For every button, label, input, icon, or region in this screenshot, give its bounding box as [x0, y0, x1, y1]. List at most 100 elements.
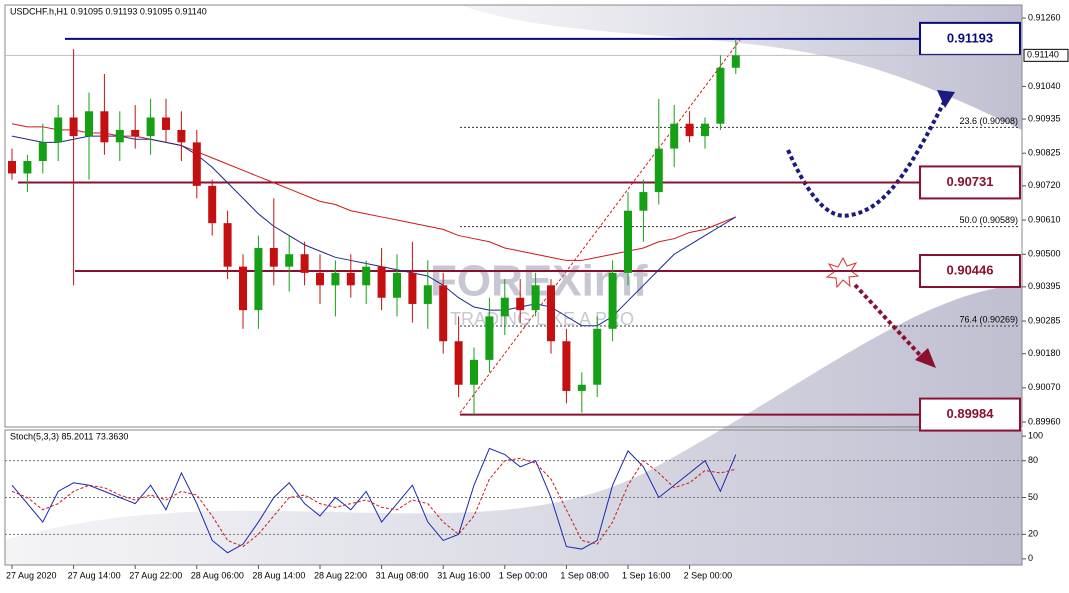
candle-body [85, 111, 93, 137]
arrow [853, 283, 922, 357]
series-line [11, 447, 737, 554]
candle-body [177, 129, 186, 143]
candle-body [685, 123, 694, 137]
candle-body [701, 123, 709, 137]
y-tick-label: 0.90825 [1028, 148, 1061, 158]
candle-body [223, 223, 232, 267]
candle-body [516, 297, 525, 311]
y-tick-label: 0.90500 [1028, 249, 1061, 259]
candle-body [162, 117, 170, 130]
x-tick-label: 1 Sep 00:00 [499, 570, 548, 580]
fib-label: 50.0 (0.90589) [959, 215, 1018, 225]
level-box [919, 165, 1021, 200]
arrow [786, 99, 947, 218]
current-price-label: 0.91140 [1027, 50, 1059, 60]
candle-body [100, 111, 109, 143]
candle-body [254, 248, 263, 311]
candle-body [239, 266, 247, 311]
fib-label: 76.4 (0.90269) [959, 314, 1018, 324]
candle-body [346, 272, 355, 286]
candle-body [269, 248, 278, 267]
plot-frame [4, 4, 1023, 428]
level-box [919, 21, 1021, 56]
candle-body [577, 384, 586, 391]
level-box [919, 397, 1021, 432]
level-box [919, 254, 1021, 289]
y-tick-label: 0.90720 [1028, 180, 1061, 190]
candle-body [285, 254, 294, 267]
y-tick-label: 0.90180 [1028, 348, 1061, 358]
candle-body [670, 123, 679, 149]
candle-body [624, 210, 632, 273]
x-tick-label: 1 Sep 08:00 [560, 570, 609, 580]
candle-body [654, 148, 663, 193]
y-tick-label: 0 [1028, 553, 1033, 563]
level-label: 0.90446 [947, 262, 994, 277]
candle-body [146, 117, 155, 137]
current-price-box [1023, 48, 1069, 62]
candle-body [300, 254, 309, 273]
candle-body [531, 285, 540, 311]
arrowhead [937, 90, 955, 108]
y-tick-label: 0.90285 [1028, 315, 1061, 325]
x-tick-label: 28 Aug 22:00 [314, 570, 367, 580]
series-line [11, 123, 736, 261]
candle-body [500, 297, 509, 317]
candle-body [593, 328, 602, 385]
burst-icon [825, 256, 860, 289]
candle-body [377, 266, 386, 298]
candle-body [393, 272, 401, 298]
candle-body [423, 285, 432, 304]
y-tick-label: 0.91260 [1028, 12, 1061, 22]
x-tick-label: 31 Aug 08:00 [376, 570, 429, 580]
candle-body [316, 272, 324, 286]
candle-body [331, 272, 340, 286]
candle-body [208, 185, 217, 224]
candle-body [731, 55, 740, 68]
swoosh [5, 285, 1022, 565]
y-tick-label: 0.90070 [1028, 382, 1061, 392]
candle-body [716, 67, 725, 124]
candle-body [131, 129, 140, 137]
candle-body [547, 285, 555, 342]
y-tick-label: 0.91040 [1028, 81, 1061, 91]
arrowhead [915, 348, 936, 368]
x-tick-label: 31 Aug 16:00 [437, 570, 490, 580]
series-line [11, 457, 736, 548]
candle-body [38, 142, 47, 161]
candle-body [8, 160, 16, 174]
x-tick-label: 27 Aug 14:00 [68, 570, 121, 580]
x-tick-label: 28 Aug 06:00 [191, 570, 244, 580]
y-tick-label: 80 [1028, 455, 1038, 465]
candle-body [470, 359, 478, 385]
indicator-title: Stoch(5,3,3) 85.2011 73.3630 [10, 431, 128, 441]
x-tick-label: 28 Aug 14:00 [252, 570, 305, 580]
candle-body [454, 341, 463, 385]
candle-body [115, 129, 124, 143]
candle-body [69, 117, 78, 137]
candle-body [439, 285, 448, 342]
level-label: 0.91193 [947, 30, 993, 45]
x-tick-label: 2 Sep 00:00 [684, 570, 733, 580]
x-tick-label: 1 Sep 16:00 [622, 570, 671, 580]
y-tick-label: 0.89960 [1028, 416, 1061, 426]
level-label: 0.89984 [947, 406, 995, 421]
chart-title: USDCHF.h,H1 0.91095 0.91193 0.91095 0.91… [10, 6, 207, 16]
y-tick-label: 0.90610 [1028, 214, 1061, 224]
candle-body [23, 160, 32, 174]
candle-body [362, 266, 371, 286]
x-tick-label: 27 Aug 2020 [6, 570, 57, 580]
candle-body [54, 117, 63, 143]
y-tick-label: 100 [1028, 431, 1043, 441]
candle-body [485, 316, 494, 360]
x-tick-label: 27 Aug 22:00 [129, 570, 182, 580]
fib-trendline [459, 39, 741, 414]
candle-body [408, 272, 417, 304]
y-tick-label: 50 [1028, 492, 1038, 502]
y-tick-label: 0.90935 [1028, 113, 1061, 123]
swoosh [460, 5, 1022, 130]
level-label: 0.90731 [947, 174, 994, 189]
y-tick-label: 20 [1028, 529, 1038, 539]
